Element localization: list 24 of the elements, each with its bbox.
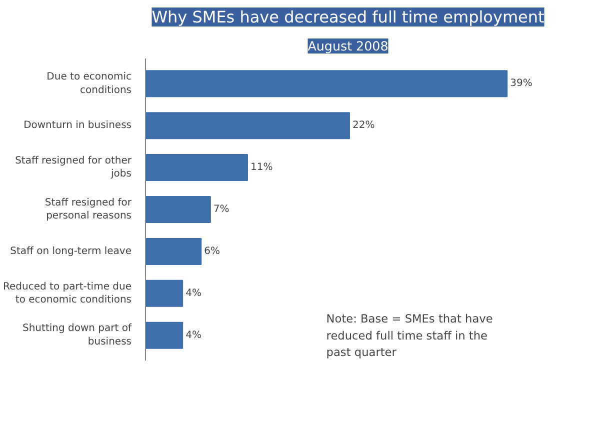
bar — [146, 70, 508, 98]
y-tick-label: Shutting down part of business — [22, 323, 132, 348]
y-tick-label: Staff resigned for other jobs — [15, 155, 132, 180]
bar — [146, 322, 184, 349]
data-label: 7% — [213, 204, 230, 215]
y-tick-label: Staff on long-term leave — [10, 246, 132, 257]
bar — [146, 238, 202, 265]
y-tick-label: Downturn in business — [24, 120, 132, 132]
bar — [146, 280, 184, 307]
y-tick-label: Reduced to part-time due to economic conditions — [3, 281, 132, 306]
y-tick-label: Due to economic conditions — [46, 72, 132, 96]
data-label: 39% — [510, 78, 532, 90]
data-label: 6% — [204, 246, 220, 257]
data-label: 11% — [250, 162, 273, 174]
bar — [146, 196, 211, 224]
bar — [146, 154, 248, 182]
chart-subtitle: August 2008 — [308, 38, 388, 54]
y-tick-label: Staff resigned for personal reasons — [44, 197, 132, 222]
data-label: 22% — [352, 120, 375, 132]
annotation: Note: Base = SMEs that have reduced full time staff in the past quarter — [326, 312, 493, 360]
bar — [146, 112, 350, 140]
data-label: 4% — [186, 288, 202, 299]
chart-title: Why SMEs have decreased full time employment — [152, 8, 544, 26]
data-label: 4% — [186, 330, 202, 341]
